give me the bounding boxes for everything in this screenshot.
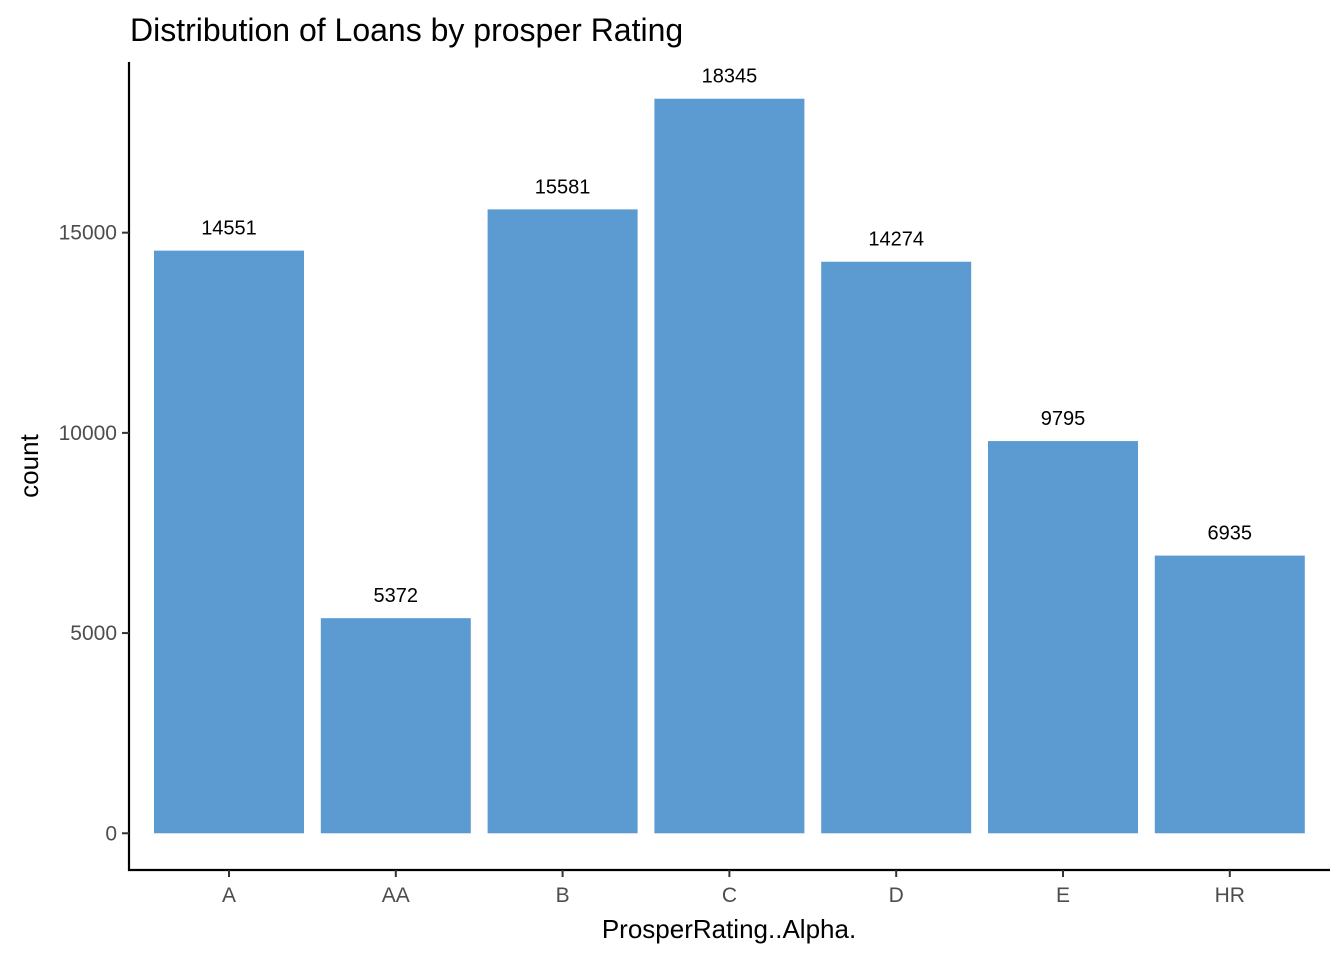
data-label-c: 18345 [702, 66, 758, 88]
bar-hr [1154, 555, 1305, 834]
bar-c [654, 98, 805, 834]
y-axis-ticks: 0 5000 10000 15000 [59, 222, 129, 845]
data-label-e: 9795 [1041, 408, 1086, 430]
data-label-aa: 5372 [374, 585, 419, 607]
bar-d [821, 261, 972, 834]
x-tick-label: B [556, 884, 570, 907]
bar-b [487, 209, 638, 834]
data-label-a: 14551 [201, 218, 257, 240]
bar-e [988, 441, 1138, 834]
x-tick-label: D [889, 884, 904, 907]
x-axis-title: ProsperRating..Alpha. [602, 914, 856, 944]
chart-title: Distribution of Loans by prosper Rating [130, 12, 683, 48]
y-tick-label: 0 [105, 822, 117, 845]
data-label-b: 15581 [535, 176, 591, 198]
bars-layer [154, 98, 1305, 834]
x-tick-label: C [722, 884, 737, 907]
data-label-hr: 6935 [1208, 523, 1253, 545]
bar-a [154, 250, 304, 834]
y-tick-label: 10000 [59, 422, 117, 445]
data-label-d: 14274 [868, 229, 924, 251]
x-tick-label: E [1056, 884, 1070, 907]
y-tick-label: 5000 [70, 622, 117, 645]
x-tick-label: HR [1215, 884, 1245, 907]
y-axis-title: count [14, 433, 44, 497]
x-axis-ticks: A AA B C D E HR [222, 870, 1245, 907]
x-tick-label: A [222, 884, 236, 907]
y-tick-label: 15000 [59, 222, 117, 245]
x-tick-label: AA [382, 884, 410, 907]
data-labels-layer: 14551 5372 15581 18345 14274 9795 6935 [201, 66, 1252, 607]
bar-aa [320, 618, 471, 834]
